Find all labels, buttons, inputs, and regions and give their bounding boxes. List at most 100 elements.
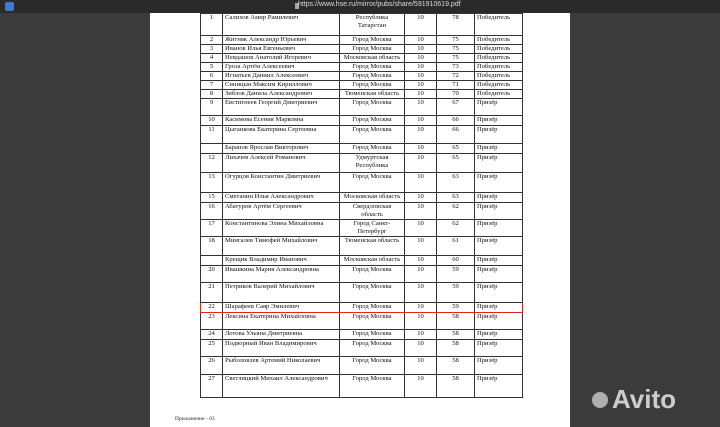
row-number: 10 xyxy=(200,115,223,126)
region: Город Москва xyxy=(339,265,405,283)
row-number: 13 xyxy=(200,172,223,193)
score: 75 xyxy=(436,44,475,54)
status: Призёр xyxy=(474,302,523,313)
region: Город Москва xyxy=(339,125,405,144)
grade: 10 xyxy=(404,98,437,116)
row-number: 22 xyxy=(200,302,223,313)
status: Победитель xyxy=(474,80,523,90)
table-row: Баранов Ярослав Викторович Город Москва 10… xyxy=(200,143,523,154)
table-row: 2 Житняк Александр Юрьевич Город Москва 10 7… xyxy=(200,35,523,45)
table-row: 5 Гроза Артём Алексеевич Город Москва 10 73 П… xyxy=(200,62,523,72)
row-number: 7 xyxy=(200,80,223,90)
table-row: 12 Лихачев Алексей Романович Удмуртская Ре… xyxy=(200,153,523,173)
status: Призёр xyxy=(474,143,523,154)
row-number: 17 xyxy=(200,219,223,237)
grade: 10 xyxy=(404,62,437,72)
region: Город Москва xyxy=(339,356,405,375)
score: 58 xyxy=(436,329,475,340)
grade: 10 xyxy=(404,71,437,81)
table-row: 21 Петриков Валерий Михайлович Город Москв… xyxy=(200,282,523,303)
region: Город Москва xyxy=(339,71,405,81)
score: 59 xyxy=(436,265,475,283)
url[interactable]: https://www.hse.ru/mirror/pubs/share/591… xyxy=(298,1,461,8)
region: Город Москва xyxy=(339,80,405,90)
grade: 10 xyxy=(404,13,437,36)
status: Призёр xyxy=(474,236,523,256)
full-name: Евстигнеев Георгий Дмитриевич xyxy=(222,98,340,116)
app-icon[interactable] xyxy=(5,2,14,11)
status: Призёр xyxy=(474,202,523,220)
score: 58 xyxy=(436,339,475,357)
score: 75 xyxy=(436,53,475,63)
status: Победитель xyxy=(474,53,523,63)
region: Московская область xyxy=(339,53,405,63)
status: Призёр xyxy=(474,125,523,144)
score: 61 xyxy=(436,236,475,256)
row-number: 4 xyxy=(200,53,223,63)
grade: 10 xyxy=(404,356,437,375)
score: 65 xyxy=(436,153,475,173)
full-name: Сметанин Илья Александрович xyxy=(222,192,340,203)
region: Тюменская область xyxy=(339,236,405,256)
region: Московская область xyxy=(339,192,405,203)
score: 62 xyxy=(436,202,475,220)
grade: 10 xyxy=(404,53,437,63)
row-number: 1 xyxy=(200,13,223,36)
score: 66 xyxy=(436,115,475,126)
full-name: Светлицкий Михаил Александрович xyxy=(222,374,340,398)
region: Удмуртская Республика xyxy=(339,153,405,173)
status: Призёр xyxy=(474,172,523,193)
grade: 10 xyxy=(404,89,437,99)
status: Призёр xyxy=(474,329,523,340)
table-row: 20 Ивашкина Мария Александровна Город Моск… xyxy=(200,265,523,283)
pdf-page: 1 Салихов Амир Рамилевич Республика Татарс… xyxy=(150,13,570,427)
region: Город Москва xyxy=(339,302,405,313)
status: Победитель xyxy=(474,62,523,72)
table-row: 9 Евстигнеев Георгий Дмитриевич Город Моск… xyxy=(200,98,523,116)
score: 58 xyxy=(436,374,475,398)
table-row: 16 Абатуров Артём Сергеевич Свердловская о… xyxy=(200,202,523,220)
status: Призёр xyxy=(474,255,523,266)
region: Тюменская область xyxy=(339,89,405,99)
region: Город Москва xyxy=(339,115,405,126)
score: 73 xyxy=(436,62,475,72)
grade: 10 xyxy=(404,153,437,173)
full-name: Петриков Валерий Михайлович xyxy=(222,282,340,303)
results-table: 1 Салихов Амир Рамилевич Республика Татарс… xyxy=(200,13,523,398)
table-row: 3 Иванов Илья Евгеньевич Город Москва 10 75 П… xyxy=(200,44,523,54)
row-number: 5 xyxy=(200,62,223,72)
score: 63 xyxy=(436,192,475,203)
grade: 10 xyxy=(404,143,437,154)
table-row: 7 Синицын Максим Кириллович Город Москва 10… xyxy=(200,80,523,90)
region: Город Москва xyxy=(339,339,405,357)
full-name: Салихов Амир Рамилевич xyxy=(222,13,340,36)
region: Город Санкт-Петербург xyxy=(339,219,405,237)
full-name: Зиблов Данила Александрович xyxy=(222,89,340,99)
region: Город Москва xyxy=(339,62,405,72)
grade: 10 xyxy=(404,374,437,398)
full-name: Рыболовлев Артемий Николаевич xyxy=(222,356,340,375)
row-number: 24 xyxy=(200,329,223,340)
watermark-logo xyxy=(592,392,608,408)
full-name: Константинова Элина Михайловна xyxy=(222,219,340,237)
full-name: Иванов Илья Евгеньевич xyxy=(222,44,340,54)
full-name: Лихачев Алексей Романович xyxy=(222,153,340,173)
row-number: 18 xyxy=(200,236,223,256)
full-name: Касимова Есения Марковна xyxy=(222,115,340,126)
row-number: 3 xyxy=(200,44,223,54)
full-name: Абатуров Артём Сергеевич xyxy=(222,202,340,220)
table-row: 24 Лотова Ульяна Дмитриевна Город Москва 10… xyxy=(200,329,523,340)
grade: 10 xyxy=(404,282,437,303)
score: 70 xyxy=(436,89,475,99)
region: Город Москва xyxy=(339,172,405,193)
table-row: 10 Касимова Есения Марковна Город Москва 10… xyxy=(200,115,523,126)
score: 71 xyxy=(436,80,475,90)
score: 63 xyxy=(436,172,475,193)
full-name: Подворный Иван Владимирович xyxy=(222,339,340,357)
status: Победитель xyxy=(474,44,523,54)
full-name: Игнатьев Даниил Алексеевич xyxy=(222,71,340,81)
row-number: 23 xyxy=(200,312,223,330)
score: 59 xyxy=(436,302,475,313)
table-row: 26 Рыболовлев Артемий Николаевич Город Мос… xyxy=(200,356,523,375)
score: 58 xyxy=(436,356,475,375)
